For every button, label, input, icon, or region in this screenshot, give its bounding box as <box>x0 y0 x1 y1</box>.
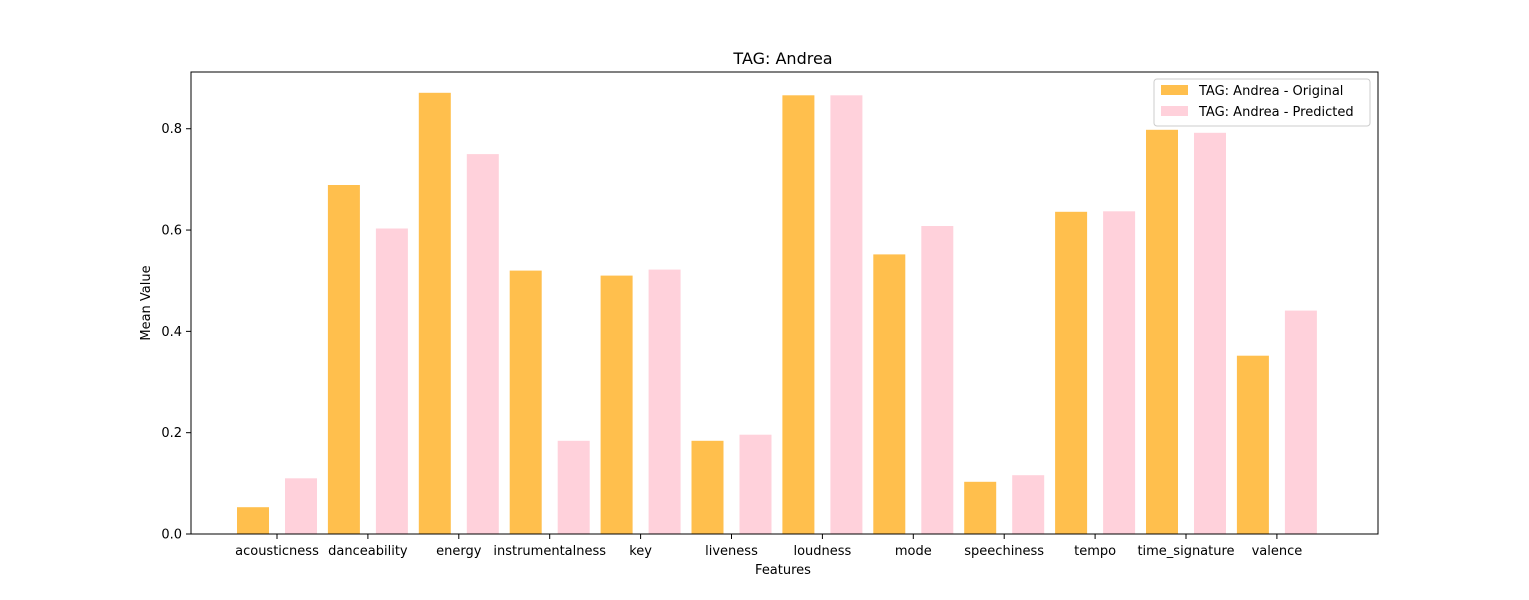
bar-original-valence <box>1236 355 1269 534</box>
x-tick-label-energy: energy <box>436 544 482 559</box>
bar-original-liveness <box>691 440 724 534</box>
legend-swatch-original <box>1161 85 1188 95</box>
bar-predicted-key <box>648 269 681 534</box>
x-tick-label-danceability: danceability <box>328 544 408 559</box>
y-tick-label: 0.4 <box>161 325 182 340</box>
x-tick-label-time_signature: time_signature <box>1137 544 1234 559</box>
y-axis-label: Mean Value <box>139 265 154 340</box>
bar-original-instrumentalness <box>509 270 542 534</box>
legend-swatch-predicted <box>1161 106 1188 116</box>
bar-predicted-speechiness <box>1012 475 1045 534</box>
bar-predicted-liveness <box>739 434 772 534</box>
x-tick-label-instrumentalness: instrumentalness <box>493 544 606 559</box>
bar-original-danceability <box>327 185 360 534</box>
y-axis: 0.0 0.2 0.4 0.6 0.8 <box>161 122 191 543</box>
bar-predicted-tempo <box>1103 211 1136 535</box>
bars-layer <box>237 92 1317 535</box>
bar-original-tempo <box>1055 211 1088 535</box>
bar-original-acousticness <box>237 507 269 534</box>
x-tick-label-loudness: loudness <box>793 544 851 559</box>
bar-original-mode <box>873 254 906 534</box>
x-tick-label-valence: valence <box>1252 544 1303 559</box>
x-tick-label-mode: mode <box>895 544 932 559</box>
legend-label-original: TAG: Andrea - Original <box>1198 84 1343 99</box>
y-tick-label: 0.8 <box>161 122 182 137</box>
bar-predicted-mode <box>921 226 954 534</box>
bar-predicted-valence <box>1284 310 1317 534</box>
y-tick-label: 0.2 <box>161 426 182 441</box>
x-tick-label-liveness: liveness <box>705 544 758 559</box>
bar-predicted-time_signature <box>1194 132 1226 535</box>
bar-predicted-acousticness <box>285 478 317 534</box>
bar-original-key <box>600 275 633 534</box>
legend-box <box>1153 78 1371 127</box>
x-axis-label: Features <box>755 563 811 578</box>
bar-predicted-instrumentalness <box>557 440 590 534</box>
x-tick-label-key: key <box>629 544 652 559</box>
x-tick-label-acousticness: acousticness <box>235 544 319 559</box>
x-axis: acousticness danceability energy instrument… <box>235 534 1302 559</box>
x-tick-label-speechiness: speechiness <box>964 544 1044 559</box>
bar-predicted-loudness <box>830 95 863 535</box>
y-tick-label: 0.6 <box>161 224 182 239</box>
plot-frame <box>190 71 1379 535</box>
legend: TAG: Andrea - Original TAG: Andrea - Pre… <box>1153 78 1371 127</box>
bar-predicted-danceability <box>375 228 408 534</box>
chart-title: TAG: Andrea <box>732 49 832 68</box>
y-tick-label: 0.0 <box>161 528 182 543</box>
legend-label-predicted: TAG: Andrea - Predicted <box>1198 105 1354 120</box>
x-tick-label-tempo: tempo <box>1074 544 1116 559</box>
bar-original-speechiness <box>964 481 997 534</box>
bar-original-time_signature <box>1146 129 1178 535</box>
bar-original-energy <box>418 92 451 535</box>
bar-predicted-energy <box>466 154 499 534</box>
bar-original-loudness <box>782 95 815 535</box>
